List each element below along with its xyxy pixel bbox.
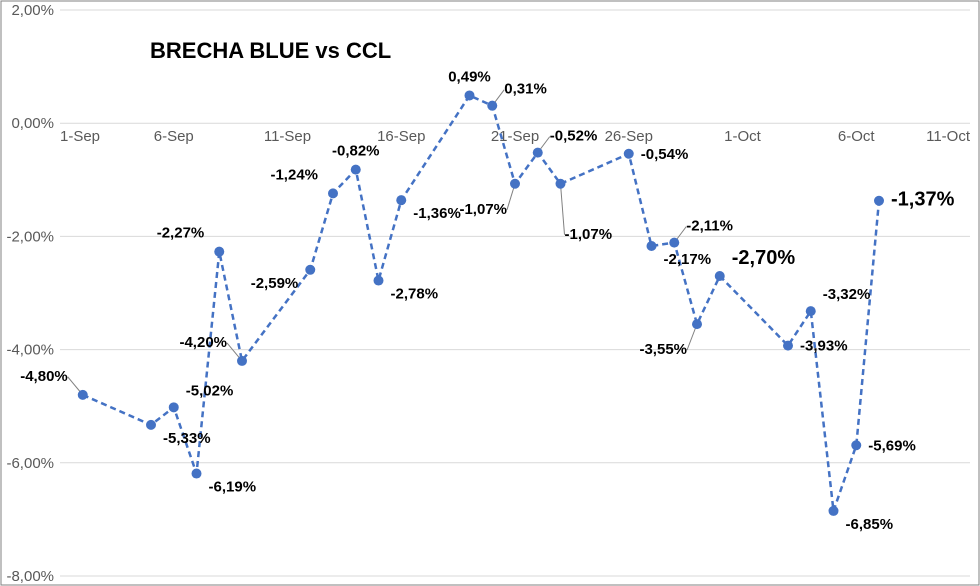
data-marker — [214, 247, 224, 257]
x-axis-label: 6-Oct — [838, 128, 876, 145]
data-label: -2,11% — [686, 218, 733, 235]
x-axis-label: 11-Oct — [926, 128, 971, 145]
data-marker — [851, 440, 861, 450]
y-axis-label: -6,00% — [6, 455, 54, 472]
data-label: -4,80% — [20, 368, 68, 385]
data-label: -1,37% — [891, 189, 955, 211]
data-marker — [669, 238, 679, 248]
data-marker — [715, 271, 725, 281]
data-marker — [647, 241, 657, 251]
data-label: -0,82% — [332, 143, 380, 160]
x-axis-label: 11-Sep — [264, 128, 311, 145]
data-label: -3,55% — [639, 341, 687, 358]
data-marker — [692, 319, 702, 329]
data-marker — [624, 149, 634, 159]
data-label: 0,31% — [504, 81, 547, 98]
data-label: -4,20% — [179, 334, 227, 351]
data-label: -0,54% — [641, 146, 689, 163]
y-axis-label: -2,00% — [6, 228, 54, 245]
data-marker — [783, 341, 793, 351]
data-label: -2,78% — [391, 286, 439, 303]
line-chart: 2,00% 0,00% -2,00% -4,00% -6,00% -8,00% 1-Sep 6… — [0, 0, 980, 586]
data-marker — [487, 101, 497, 111]
data-marker — [237, 356, 247, 366]
x-axis-label: 21-Sep — [491, 128, 539, 145]
data-label: -5,33% — [163, 430, 211, 447]
data-marker — [874, 196, 884, 206]
data-label: -2,27% — [157, 225, 205, 242]
data-marker — [305, 265, 315, 275]
data-marker — [374, 276, 384, 286]
data-label: -1,24% — [270, 166, 318, 183]
data-marker — [192, 469, 202, 479]
data-marker — [806, 306, 816, 316]
x-axis-label: 26-Sep — [605, 128, 653, 145]
y-axis-label: -4,00% — [6, 342, 54, 359]
data-marker — [465, 90, 475, 100]
y-axis-label: -8,00% — [6, 568, 54, 585]
data-label: -3,93% — [800, 338, 848, 355]
x-axis-label: 1-Oct — [724, 128, 762, 145]
x-axis-label: 1-Sep — [60, 128, 100, 145]
data-label: -5,69% — [868, 437, 916, 454]
y-axis-label: 0,00% — [11, 115, 54, 132]
data-label: -6,19% — [209, 479, 257, 496]
data-marker — [510, 179, 520, 189]
data-marker — [556, 179, 566, 189]
data-label: -1,07% — [459, 201, 507, 218]
chart-container: 2,00% 0,00% -2,00% -4,00% -6,00% -8,00% 1-Sep 6… — [0, 0, 980, 586]
data-marker — [78, 390, 88, 400]
y-axis-label: 2,00% — [11, 2, 54, 19]
data-label: -1,07% — [565, 226, 613, 243]
x-axis-label: 6-Sep — [154, 128, 194, 145]
data-label: -2,59% — [251, 275, 299, 292]
data-marker — [169, 402, 179, 412]
data-label: -5,02% — [186, 382, 234, 399]
data-label: -2,17% — [664, 251, 712, 268]
data-marker — [396, 195, 406, 205]
x-axis-label: 16-Sep — [377, 128, 425, 145]
data-label: -2,70% — [732, 247, 796, 269]
series-line — [83, 96, 879, 511]
data-marker — [829, 506, 839, 516]
data-label: -6,85% — [846, 516, 894, 533]
data-marker — [328, 188, 338, 198]
data-marker — [146, 420, 156, 430]
data-marker — [351, 165, 361, 175]
data-label: -1,36% — [413, 205, 461, 222]
data-marker — [533, 148, 543, 158]
chart-title: BRECHA BLUE vs CCL — [150, 38, 391, 63]
data-label: 0,49% — [448, 68, 491, 85]
data-label: -0,52% — [550, 128, 598, 145]
data-label: -3,32% — [823, 286, 871, 303]
